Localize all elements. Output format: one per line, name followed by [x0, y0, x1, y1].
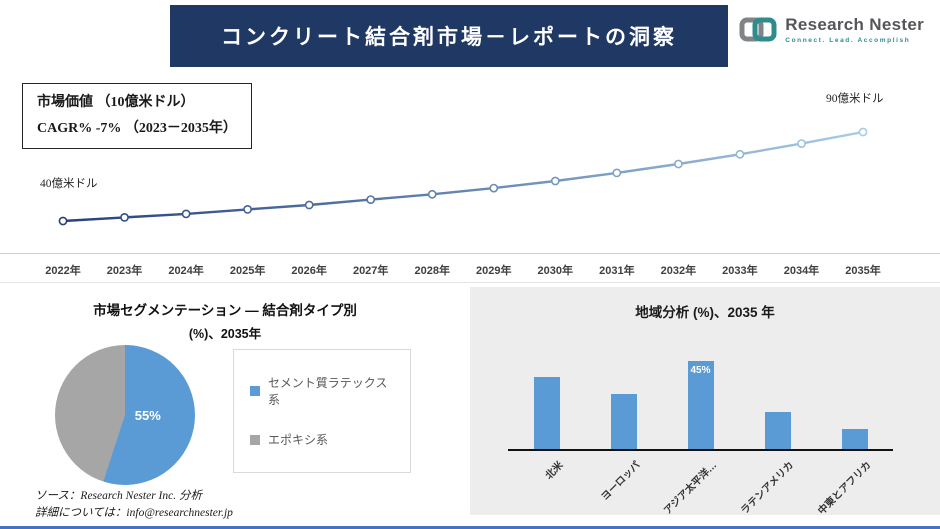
- logo-tagline: Connect. Lead. Accomplish: [785, 37, 911, 44]
- bar-column: ラテンアメリカ: [739, 359, 816, 517]
- bar-2: 45%: [687, 361, 714, 449]
- bar-category-label: ラテンアメリカ: [739, 459, 797, 517]
- chain-link-logo-icon: [739, 15, 777, 50]
- x-axis-label: 2034年: [783, 265, 820, 277]
- bar-category-label: アジア太平洋…: [662, 459, 720, 517]
- x-axis-label: 2024年: [168, 265, 204, 277]
- bar-value-label: 45%: [690, 365, 711, 376]
- bar-category-label: 中東とアフリカ: [815, 459, 874, 518]
- bar-column: 45% アジア太平洋…: [662, 359, 739, 517]
- legend-item-epoxy: エポキシ系: [250, 431, 394, 448]
- source-line: ソース：Research Nester Inc. 分析: [35, 490, 202, 502]
- x-axis-label: 2029年: [476, 265, 512, 277]
- x-axis-label: 2025年: [229, 265, 266, 277]
- x-axis-label: 2026年: [291, 265, 327, 277]
- segmentation-title: 市場セグメンテーション ― 結合剤タイプ別: [93, 303, 357, 318]
- footer: ソース：Research Nester Inc. 分析 詳細については：info…: [35, 488, 233, 523]
- line-chart: [58, 127, 868, 226]
- segmentation-subtitle: (%)、2035年: [188, 327, 262, 341]
- x-axis-label: 2022年: [45, 265, 81, 277]
- legend-marker-gray: [250, 434, 260, 445]
- market-value-label: 市場価値 （10億米ドル）: [37, 95, 195, 110]
- page-title: コンクリート結合剤市場－レポートの洞察: [221, 25, 677, 49]
- x-axis-label: 2035年: [845, 265, 881, 277]
- pie-legend: セメント質ラテックス系 エポキシ系: [233, 349, 411, 473]
- legend-marker-blue: [250, 385, 260, 396]
- bar-1: [610, 394, 637, 449]
- legend-label: エポキシ系: [268, 433, 329, 448]
- legend-item-cementitious: セメント質ラテックス系: [250, 374, 394, 408]
- x-axis-label: 2033年: [722, 265, 758, 277]
- bar-0: [533, 377, 560, 449]
- bottom-section: 市場セグメンテーション ― 結合剤タイプ別 (%)、2035年 55% セメント…: [0, 285, 940, 529]
- x-axis-label: 2030年: [537, 265, 574, 277]
- research-nester-logo: Research Nester Connect. Lead. Accomplis…: [739, 15, 924, 50]
- x-axis: 2022年 2023年 2024年 2025年 2026年 2027年 2028年 2029年…: [0, 253, 940, 283]
- x-axis-label: 2023年: [106, 265, 143, 277]
- bar-4: [841, 429, 868, 449]
- contact-line: 詳細については：info@researchnester.jp: [35, 507, 233, 520]
- bar-category-label: ヨーロッパ: [598, 459, 643, 503]
- pie-chart: 55%: [55, 345, 195, 485]
- x-axis-label: 2028年: [414, 265, 450, 277]
- region-analysis-panel: 地域分析 (%)、2035 年 北米 ヨーロッパ 45% アジア太平洋… ラテンアメリカ…: [470, 287, 940, 517]
- bottom-accent-bar: [0, 526, 940, 529]
- x-axis-label: 2032年: [660, 265, 697, 277]
- cagr-label: CAGR% -7% （2023－2035年）: [37, 120, 237, 136]
- header: コンクリート結合剤市場－レポートの洞察 Research Nester Conn…: [0, 0, 940, 75]
- bar-column: ヨーロッパ: [585, 359, 662, 503]
- start-value-label: 40億米ドル: [40, 178, 98, 190]
- market-value-line-chart-section: 市場価値 （10億米ドル） CAGR% -7% （2023－2035年） 40億…: [0, 75, 940, 285]
- bar-category-label: 北米: [543, 459, 566, 482]
- chart-info-box: 市場価値 （10億米ドル） CAGR% -7% （2023－2035年）: [22, 83, 252, 149]
- region-analysis-title: 地域分析 (%)、2035 年: [635, 305, 775, 320]
- x-axis-label: 2031年: [599, 265, 635, 277]
- end-value-label: 90億米ドル: [826, 93, 884, 105]
- bar-column: 北米: [508, 359, 585, 482]
- bar-column: 中東とアフリカ: [816, 359, 893, 517]
- logo-text: Research Nester: [785, 15, 924, 34]
- bar-3: [764, 412, 791, 449]
- pie-data-label: 55%: [134, 408, 161, 423]
- segmentation-panel: 市場セグメンテーション ― 結合剤タイプ別 (%)、2035年 55% セメント…: [0, 285, 470, 519]
- bar-chart: 北米 ヨーロッパ 45% アジア太平洋… ラテンアメリカ 中東とアフリカ: [508, 359, 893, 517]
- legend-label: セメント質ラテックス系: [268, 375, 388, 407]
- title-banner: コンクリート結合剤市場－レポートの洞察: [170, 5, 728, 67]
- x-axis-label: 2027年: [352, 265, 389, 277]
